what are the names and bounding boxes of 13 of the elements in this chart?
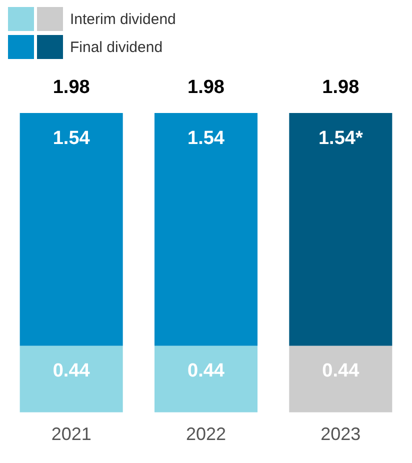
x-tick-label: 2022 [186, 424, 226, 444]
data-label: 1.54* [318, 128, 364, 149]
x-tick-label: 2021 [51, 424, 92, 444]
x-tick-label: 2023 [320, 424, 361, 444]
total-label: 1.98 [52, 76, 90, 98]
total-label: 1.98 [188, 76, 224, 98]
data-label: 0.44 [188, 360, 225, 382]
legend-label: Interim dividend [70, 10, 176, 28]
total-label: 1.98 [322, 76, 360, 98]
data-label: 1.54 [52, 128, 90, 149]
legend-label: Final dividend [70, 38, 163, 56]
data-label: 1.54 [188, 128, 225, 149]
data-label: 0.44 [52, 360, 90, 382]
